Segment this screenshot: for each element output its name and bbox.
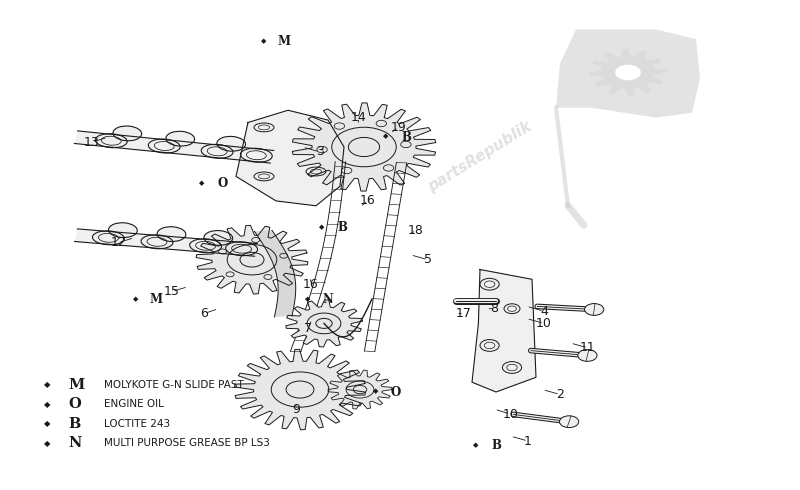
Text: B: B (68, 417, 80, 431)
Polygon shape (328, 370, 392, 409)
Ellipse shape (204, 231, 233, 245)
Text: 10: 10 (536, 317, 552, 330)
Ellipse shape (217, 136, 246, 151)
Polygon shape (74, 229, 258, 256)
Text: ◆: ◆ (44, 400, 50, 409)
Polygon shape (74, 131, 274, 163)
Text: 17: 17 (456, 307, 472, 320)
Text: 10: 10 (502, 408, 518, 420)
Ellipse shape (166, 131, 194, 146)
Text: O: O (218, 177, 227, 190)
Text: 7: 7 (304, 322, 312, 335)
Text: O: O (391, 386, 401, 398)
Text: 18: 18 (408, 224, 424, 237)
Circle shape (615, 65, 641, 80)
Ellipse shape (157, 227, 186, 242)
Text: ◆: ◆ (44, 419, 50, 428)
Polygon shape (236, 110, 344, 206)
Text: partsRepublik: partsRepublik (426, 119, 534, 195)
Text: ◆: ◆ (383, 133, 388, 139)
Circle shape (585, 304, 604, 316)
Text: 3: 3 (316, 146, 324, 158)
Polygon shape (234, 349, 366, 430)
Text: M: M (68, 378, 84, 392)
Text: 19: 19 (390, 121, 406, 134)
Text: B: B (491, 440, 501, 452)
Text: ◆: ◆ (319, 224, 324, 230)
Text: ◆: ◆ (199, 180, 204, 186)
Circle shape (578, 349, 597, 361)
Text: MULTI PURPOSE GREASE BP LS3: MULTI PURPOSE GREASE BP LS3 (104, 439, 270, 448)
Polygon shape (196, 225, 308, 294)
Text: 12: 12 (110, 236, 126, 249)
Polygon shape (556, 29, 700, 118)
Ellipse shape (113, 126, 142, 141)
Polygon shape (286, 300, 362, 347)
Text: ◆: ◆ (305, 296, 310, 302)
Text: B: B (338, 221, 347, 234)
Polygon shape (590, 49, 666, 96)
Text: 5: 5 (424, 253, 432, 266)
Text: B: B (402, 131, 411, 144)
Text: 16: 16 (360, 195, 376, 207)
Text: N: N (68, 437, 82, 450)
Polygon shape (254, 230, 296, 317)
Text: ◆: ◆ (261, 38, 266, 44)
Text: ◆: ◆ (133, 296, 138, 302)
Polygon shape (292, 103, 436, 191)
Polygon shape (590, 49, 666, 96)
Text: 8: 8 (490, 302, 498, 315)
Text: M: M (278, 35, 290, 48)
Circle shape (559, 416, 578, 428)
Text: LOCTITE 243: LOCTITE 243 (104, 419, 170, 429)
Text: ◆: ◆ (373, 388, 378, 394)
Text: 4: 4 (540, 305, 548, 318)
Text: ◆: ◆ (473, 442, 478, 448)
Text: ◆: ◆ (44, 380, 50, 389)
Text: 15: 15 (164, 285, 180, 298)
Text: 14: 14 (350, 111, 366, 124)
Text: 11: 11 (580, 342, 596, 354)
Text: 6: 6 (200, 307, 208, 320)
Text: O: O (68, 397, 81, 411)
Text: M: M (150, 294, 162, 306)
Ellipse shape (109, 223, 138, 238)
Text: 13: 13 (84, 136, 100, 148)
Text: 9: 9 (292, 403, 300, 416)
Text: N: N (322, 294, 334, 306)
Text: 16: 16 (302, 278, 318, 291)
Text: 2: 2 (556, 388, 564, 401)
Polygon shape (472, 270, 536, 392)
Text: 1: 1 (524, 435, 532, 447)
Text: ENGINE OIL: ENGINE OIL (104, 399, 164, 409)
Text: MOLYKOTE G-N SLIDE PAST: MOLYKOTE G-N SLIDE PAST (104, 380, 244, 390)
Text: ◆: ◆ (44, 439, 50, 448)
